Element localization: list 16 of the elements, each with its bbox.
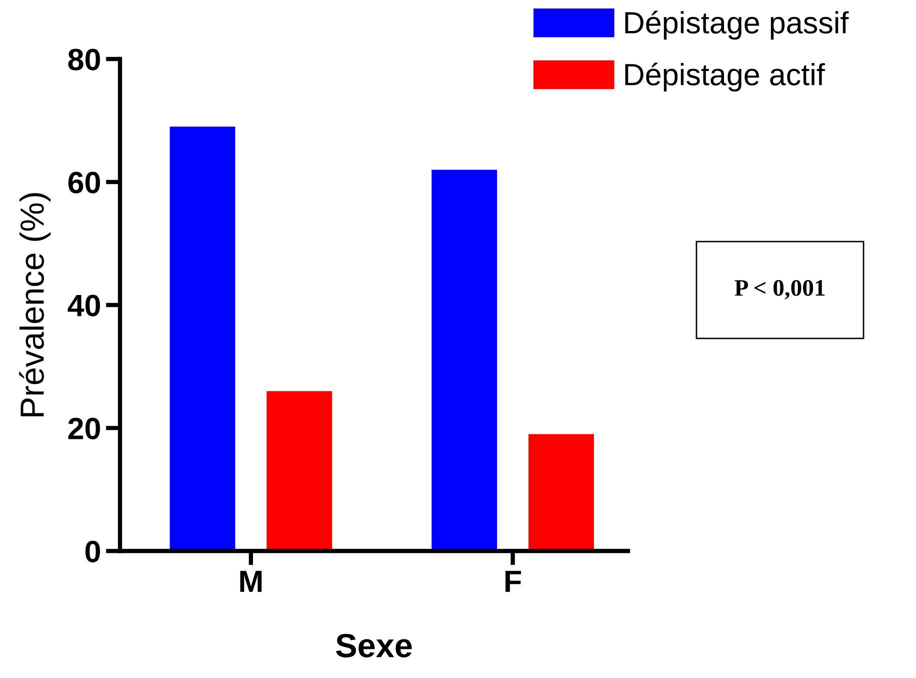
text: P < 0,001 <box>734 280 825 300</box>
bar <box>528 434 594 551</box>
x-tick-label: M <box>240 570 262 592</box>
y-tick-label: 0 <box>85 540 100 562</box>
bar <box>266 391 332 551</box>
bar <box>170 126 236 551</box>
y-tick-label: 60 <box>68 172 100 194</box>
legend-label: Dépistage actif <box>625 62 825 92</box>
y-axis-title: Prévalence (%) <box>19 193 51 416</box>
x-tick-label: F <box>505 570 521 592</box>
y-tick-label: 40 <box>68 294 100 316</box>
y-tick-label: 20 <box>68 418 100 440</box>
x-axis-title: Sexe <box>336 634 412 658</box>
legend-label: Dépistage passif <box>625 10 849 40</box>
bar <box>432 170 498 551</box>
y-tick-label: 80 <box>68 48 100 70</box>
